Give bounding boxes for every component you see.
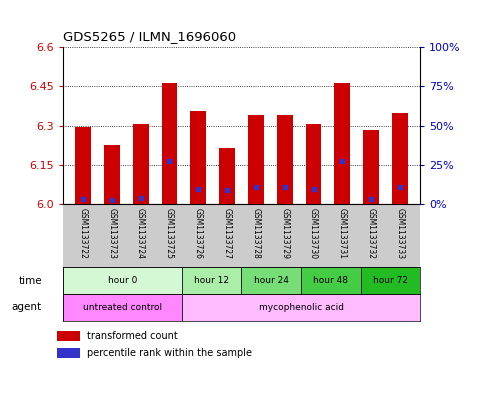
- Text: GSM1133729: GSM1133729: [280, 208, 289, 259]
- Text: time: time: [18, 275, 42, 286]
- Text: GSM1133726: GSM1133726: [194, 208, 203, 259]
- Bar: [277, 115, 293, 204]
- Text: GSM1133723: GSM1133723: [107, 208, 116, 259]
- Bar: [57, 348, 80, 358]
- Bar: [219, 148, 235, 204]
- Bar: [104, 145, 120, 204]
- Text: mycophenolic acid: mycophenolic acid: [258, 303, 343, 312]
- Text: GSM1133724: GSM1133724: [136, 208, 145, 259]
- Text: hour 0: hour 0: [108, 276, 137, 285]
- Bar: [63, 267, 182, 294]
- Bar: [306, 125, 322, 204]
- Bar: [361, 267, 420, 294]
- Text: hour 72: hour 72: [373, 276, 408, 285]
- Bar: [190, 111, 206, 204]
- Bar: [334, 83, 350, 204]
- Text: hour 12: hour 12: [194, 276, 229, 285]
- Text: agent: agent: [12, 302, 42, 312]
- Bar: [63, 294, 182, 321]
- Bar: [182, 267, 242, 294]
- Bar: [301, 267, 361, 294]
- Text: untreated control: untreated control: [83, 303, 162, 312]
- Text: transformed count: transformed count: [87, 331, 178, 341]
- Bar: [133, 125, 149, 204]
- Text: GSM1133722: GSM1133722: [78, 208, 87, 258]
- Text: GSM1133733: GSM1133733: [396, 208, 405, 259]
- Text: percentile rank within the sample: percentile rank within the sample: [87, 348, 252, 358]
- Text: GSM1133732: GSM1133732: [367, 208, 376, 259]
- Text: GSM1133731: GSM1133731: [338, 208, 347, 259]
- Text: GSM1133730: GSM1133730: [309, 208, 318, 259]
- Bar: [182, 294, 420, 321]
- Bar: [363, 130, 379, 204]
- Text: GSM1133727: GSM1133727: [223, 208, 231, 259]
- Bar: [57, 331, 80, 340]
- Text: GSM1133725: GSM1133725: [165, 208, 174, 259]
- Bar: [248, 115, 264, 204]
- Text: hour 48: hour 48: [313, 276, 348, 285]
- Bar: [161, 83, 177, 204]
- Bar: [75, 127, 91, 204]
- Bar: [242, 267, 301, 294]
- Text: GDS5265 / ILMN_1696060: GDS5265 / ILMN_1696060: [63, 30, 236, 43]
- Text: GSM1133728: GSM1133728: [252, 208, 260, 258]
- Text: hour 24: hour 24: [254, 276, 289, 285]
- Bar: [392, 113, 408, 204]
